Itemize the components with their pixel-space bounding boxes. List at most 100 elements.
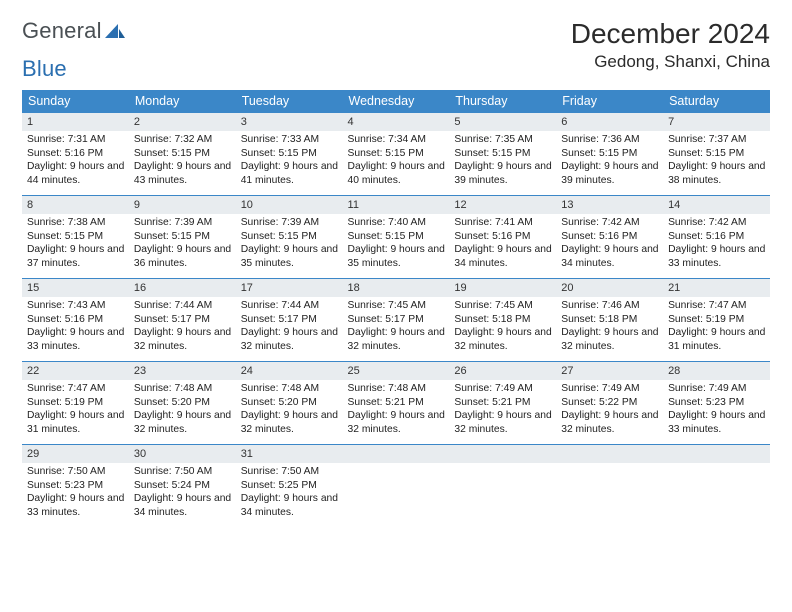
calendar-day-cell: 8Sunrise: 7:38 AMSunset: 5:15 PMDaylight… [22, 196, 129, 279]
calendar-day-cell: 17Sunrise: 7:44 AMSunset: 5:17 PMDayligh… [236, 279, 343, 362]
calendar-day-cell: 9Sunrise: 7:39 AMSunset: 5:15 PMDaylight… [129, 196, 236, 279]
sunset-line: Sunset: 5:20 PM [134, 396, 232, 409]
day-body: Sunrise: 7:49 AMSunset: 5:22 PMDaylight:… [556, 380, 663, 438]
day-number: 31 [236, 445, 343, 463]
sunrise-line: Sunrise: 7:37 AM [668, 133, 766, 146]
calendar-day-cell: 13Sunrise: 7:42 AMSunset: 5:16 PMDayligh… [556, 196, 663, 279]
sunset-line: Sunset: 5:15 PM [241, 147, 339, 160]
day-number: 14 [663, 196, 770, 214]
sunset-line: Sunset: 5:19 PM [27, 396, 125, 409]
day-number: 29 [22, 445, 129, 463]
day-number: 24 [236, 362, 343, 380]
sunset-line: Sunset: 5:20 PM [241, 396, 339, 409]
sunset-line: Sunset: 5:18 PM [561, 313, 659, 326]
day-number-empty [556, 445, 663, 463]
calendar-week-row: 8Sunrise: 7:38 AMSunset: 5:15 PMDaylight… [22, 196, 770, 279]
daylight-line: Daylight: 9 hours and 32 minutes. [134, 409, 232, 435]
day-number: 9 [129, 196, 236, 214]
day-body: Sunrise: 7:41 AMSunset: 5:16 PMDaylight:… [449, 214, 556, 272]
calendar-day-cell: 19Sunrise: 7:45 AMSunset: 5:18 PMDayligh… [449, 279, 556, 362]
day-number: 2 [129, 113, 236, 131]
daylight-line: Daylight: 9 hours and 33 minutes. [668, 243, 766, 269]
sunrise-line: Sunrise: 7:31 AM [27, 133, 125, 146]
sunset-line: Sunset: 5:18 PM [454, 313, 552, 326]
sunrise-line: Sunrise: 7:50 AM [241, 465, 339, 478]
logo-text-blue: Blue [22, 56, 67, 82]
sunrise-line: Sunrise: 7:35 AM [454, 133, 552, 146]
daylight-line: Daylight: 9 hours and 35 minutes. [348, 243, 446, 269]
day-body: Sunrise: 7:32 AMSunset: 5:15 PMDaylight:… [129, 131, 236, 189]
sunrise-line: Sunrise: 7:39 AM [241, 216, 339, 229]
sunrise-line: Sunrise: 7:41 AM [454, 216, 552, 229]
calendar-day-cell: 16Sunrise: 7:44 AMSunset: 5:17 PMDayligh… [129, 279, 236, 362]
calendar-day-cell: 22Sunrise: 7:47 AMSunset: 5:19 PMDayligh… [22, 362, 129, 445]
sunset-line: Sunset: 5:16 PM [27, 147, 125, 160]
title-block: December 2024 Gedong, Shanxi, China [571, 18, 770, 72]
sunrise-line: Sunrise: 7:40 AM [348, 216, 446, 229]
day-body: Sunrise: 7:38 AMSunset: 5:15 PMDaylight:… [22, 214, 129, 272]
day-number: 7 [663, 113, 770, 131]
day-body-empty [343, 463, 450, 519]
daylight-line: Daylight: 9 hours and 31 minutes. [27, 409, 125, 435]
daylight-line: Daylight: 9 hours and 32 minutes. [241, 326, 339, 352]
day-body: Sunrise: 7:39 AMSunset: 5:15 PMDaylight:… [129, 214, 236, 272]
title-month: December 2024 [571, 18, 770, 50]
sunset-line: Sunset: 5:15 PM [348, 147, 446, 160]
calendar-day-cell: 24Sunrise: 7:48 AMSunset: 5:20 PMDayligh… [236, 362, 343, 445]
sunrise-line: Sunrise: 7:32 AM [134, 133, 232, 146]
sunset-line: Sunset: 5:15 PM [134, 230, 232, 243]
day-body: Sunrise: 7:50 AMSunset: 5:25 PMDaylight:… [236, 463, 343, 521]
daylight-line: Daylight: 9 hours and 37 minutes. [27, 243, 125, 269]
day-number: 13 [556, 196, 663, 214]
sunrise-line: Sunrise: 7:50 AM [134, 465, 232, 478]
sunrise-line: Sunrise: 7:39 AM [134, 216, 232, 229]
daylight-line: Daylight: 9 hours and 32 minutes. [561, 326, 659, 352]
calendar-day-cell [449, 445, 556, 528]
calendar-day-cell: 25Sunrise: 7:48 AMSunset: 5:21 PMDayligh… [343, 362, 450, 445]
calendar-day-cell: 10Sunrise: 7:39 AMSunset: 5:15 PMDayligh… [236, 196, 343, 279]
calendar-day-cell: 28Sunrise: 7:49 AMSunset: 5:23 PMDayligh… [663, 362, 770, 445]
sunset-line: Sunset: 5:25 PM [241, 479, 339, 492]
day-number: 1 [22, 113, 129, 131]
day-body: Sunrise: 7:46 AMSunset: 5:18 PMDaylight:… [556, 297, 663, 355]
daylight-line: Daylight: 9 hours and 33 minutes. [27, 492, 125, 518]
sunrise-line: Sunrise: 7:44 AM [241, 299, 339, 312]
calendar-day-cell: 15Sunrise: 7:43 AMSunset: 5:16 PMDayligh… [22, 279, 129, 362]
sunset-line: Sunset: 5:19 PM [668, 313, 766, 326]
day-body: Sunrise: 7:47 AMSunset: 5:19 PMDaylight:… [663, 297, 770, 355]
sunset-line: Sunset: 5:15 PM [668, 147, 766, 160]
day-number: 23 [129, 362, 236, 380]
daylight-line: Daylight: 9 hours and 34 minutes. [241, 492, 339, 518]
daylight-line: Daylight: 9 hours and 39 minutes. [561, 160, 659, 186]
calendar-day-cell: 11Sunrise: 7:40 AMSunset: 5:15 PMDayligh… [343, 196, 450, 279]
logo-sail-icon [105, 18, 125, 44]
daylight-line: Daylight: 9 hours and 31 minutes. [668, 326, 766, 352]
daylight-line: Daylight: 9 hours and 32 minutes. [348, 409, 446, 435]
day-number: 12 [449, 196, 556, 214]
sunset-line: Sunset: 5:23 PM [668, 396, 766, 409]
day-number: 21 [663, 279, 770, 297]
sunset-line: Sunset: 5:15 PM [241, 230, 339, 243]
weekday-header: Wednesday [343, 90, 450, 113]
day-body: Sunrise: 7:48 AMSunset: 5:20 PMDaylight:… [236, 380, 343, 438]
weekday-header: Friday [556, 90, 663, 113]
day-body: Sunrise: 7:33 AMSunset: 5:15 PMDaylight:… [236, 131, 343, 189]
sunrise-line: Sunrise: 7:47 AM [668, 299, 766, 312]
daylight-line: Daylight: 9 hours and 32 minutes. [134, 326, 232, 352]
calendar-day-cell: 30Sunrise: 7:50 AMSunset: 5:24 PMDayligh… [129, 445, 236, 528]
calendar-week-row: 15Sunrise: 7:43 AMSunset: 5:16 PMDayligh… [22, 279, 770, 362]
day-number: 3 [236, 113, 343, 131]
sunrise-line: Sunrise: 7:44 AM [134, 299, 232, 312]
calendar-day-cell: 2Sunrise: 7:32 AMSunset: 5:15 PMDaylight… [129, 113, 236, 196]
sunrise-line: Sunrise: 7:46 AM [561, 299, 659, 312]
day-body: Sunrise: 7:45 AMSunset: 5:17 PMDaylight:… [343, 297, 450, 355]
calendar-week-row: 22Sunrise: 7:47 AMSunset: 5:19 PMDayligh… [22, 362, 770, 445]
sunrise-line: Sunrise: 7:49 AM [454, 382, 552, 395]
sunrise-line: Sunrise: 7:49 AM [561, 382, 659, 395]
calendar-day-cell: 5Sunrise: 7:35 AMSunset: 5:15 PMDaylight… [449, 113, 556, 196]
day-body: Sunrise: 7:48 AMSunset: 5:20 PMDaylight:… [129, 380, 236, 438]
daylight-line: Daylight: 9 hours and 44 minutes. [27, 160, 125, 186]
logo-text-gray: General [22, 18, 102, 44]
daylight-line: Daylight: 9 hours and 32 minutes. [241, 409, 339, 435]
sunrise-line: Sunrise: 7:48 AM [348, 382, 446, 395]
